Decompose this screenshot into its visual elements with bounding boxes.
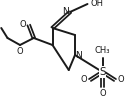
Text: OH: OH <box>91 0 104 8</box>
Text: O: O <box>81 76 87 84</box>
Text: N: N <box>76 50 82 60</box>
Text: CH₃: CH₃ <box>95 46 110 55</box>
Text: O: O <box>16 46 23 56</box>
Text: O: O <box>118 76 124 84</box>
Text: N: N <box>62 8 69 16</box>
Text: O: O <box>20 20 26 29</box>
Text: O: O <box>99 89 106 98</box>
Text: S: S <box>99 67 106 77</box>
